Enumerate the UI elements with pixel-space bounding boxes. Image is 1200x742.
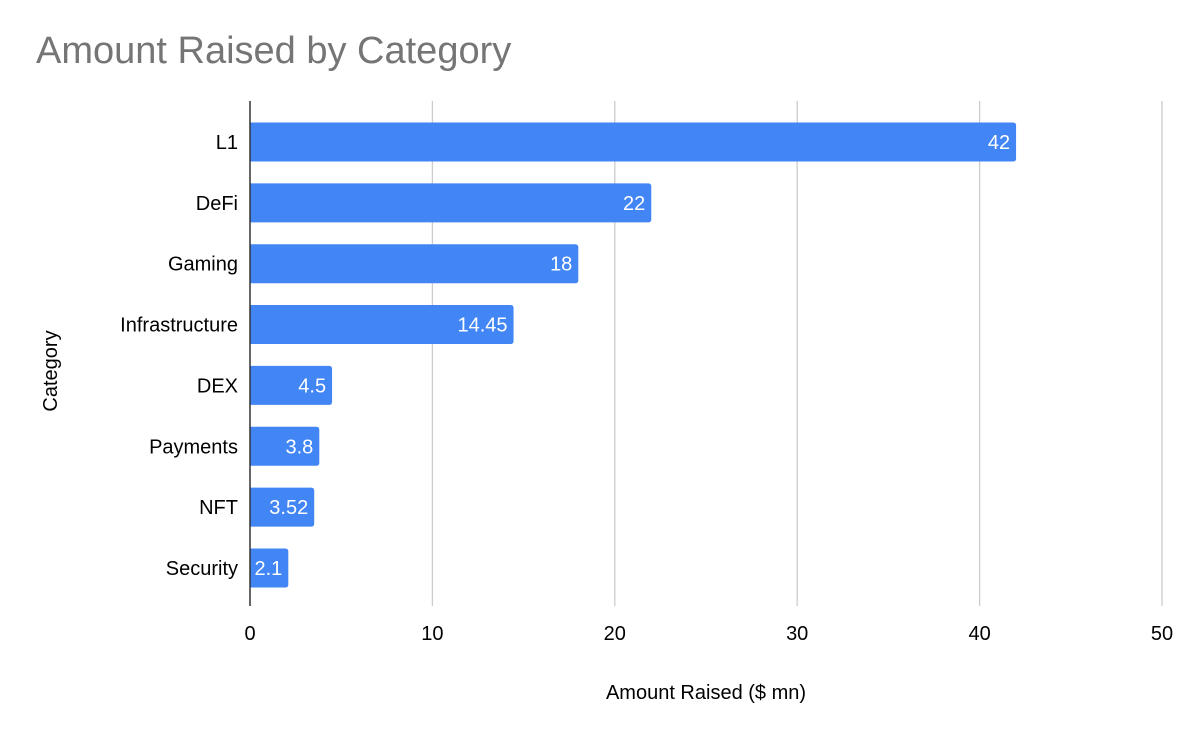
bar: [250, 548, 289, 588]
bar: [250, 487, 315, 527]
y-tick-label: Payments: [149, 436, 238, 458]
bar: [250, 122, 1017, 162]
x-tick-label: 40: [968, 623, 990, 645]
bar: [250, 426, 320, 466]
y-tick-label: L1: [216, 132, 238, 154]
bar-data-label: 2.1: [254, 558, 282, 580]
x-tick-label: 30: [786, 623, 808, 645]
bar: [250, 305, 514, 345]
y-tick-label: NFT: [199, 497, 238, 519]
y-axis-title: Category: [40, 330, 62, 411]
bar-data-label: 22: [623, 193, 645, 215]
bar-data-label: 18: [550, 254, 572, 276]
x-tick-label: 50: [1151, 623, 1173, 645]
bars: [250, 122, 1017, 588]
grid-lines: [431, 101, 1163, 606]
bar: [250, 244, 579, 284]
bar: [250, 183, 652, 223]
y-tick-label: DEX: [197, 375, 238, 397]
x-axis-title: Amount Raised ($ mn): [606, 682, 806, 704]
bar-data-label: 3.52: [269, 497, 308, 519]
bar-data-label: 42: [988, 132, 1010, 154]
x-tick-label: 0: [244, 623, 255, 645]
bar: [250, 365, 333, 405]
y-tick-label: Infrastructure: [120, 315, 238, 337]
chart-title: Amount Raised by Category: [36, 30, 512, 72]
y-tick-label: DeFi: [196, 193, 238, 215]
x-tick-label: 20: [604, 623, 626, 645]
bar-data-label: 14.45: [458, 315, 508, 337]
bar-data-label: 4.5: [298, 375, 326, 397]
labels: 0 10 20 30 40 50 42 L1 22 DeFi 18 Gaming 14.45 Infras…: [120, 132, 1173, 645]
y-tick-label: Security: [166, 558, 238, 580]
y-tick-label: Gaming: [168, 254, 238, 276]
x-tick-label: 10: [421, 623, 443, 645]
bar-data-label: 3.8: [285, 436, 313, 458]
